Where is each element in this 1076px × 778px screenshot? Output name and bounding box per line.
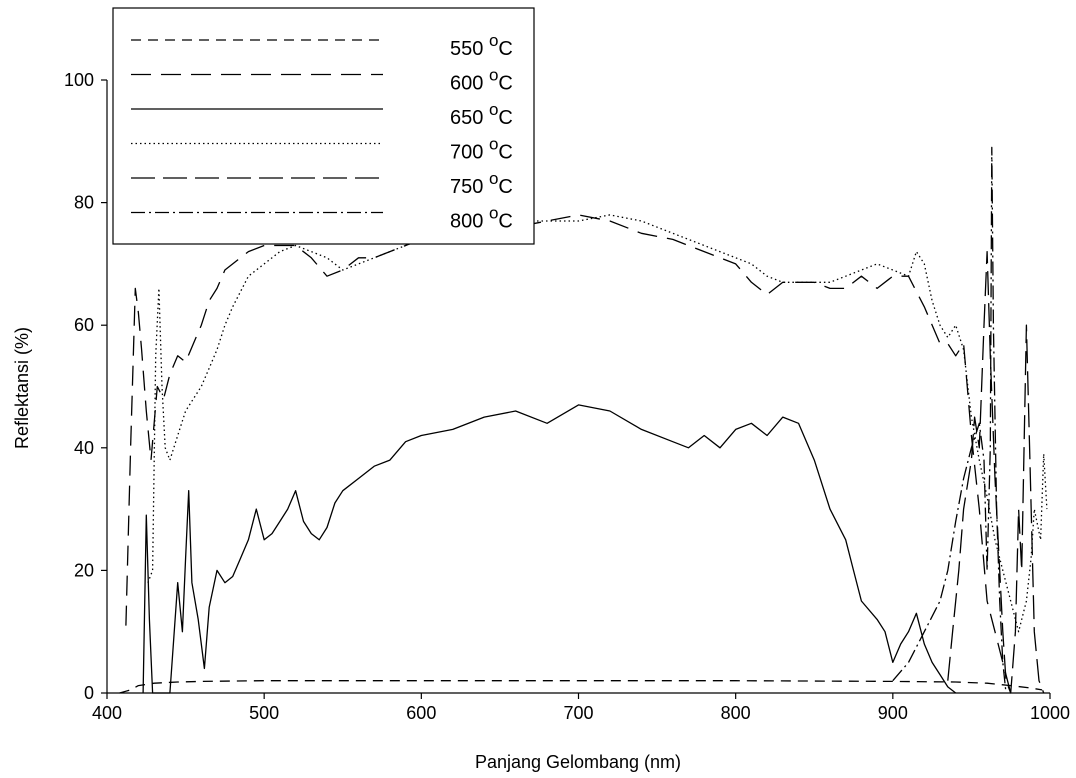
y-tick-label: 20 bbox=[74, 560, 94, 580]
legend-label: 700 oC bbox=[450, 135, 513, 164]
series-line-6 bbox=[892, 146, 1007, 694]
x-tick-label: 600 bbox=[406, 703, 436, 723]
y-tick-label: 40 bbox=[74, 438, 94, 458]
series-line-5 bbox=[947, 250, 1045, 694]
series-line-3 bbox=[142, 404, 957, 694]
legend: 550 oC 600 oC 650 oC 700 oC 750 oC 800 oC bbox=[112, 7, 535, 245]
axes: 400 500 600 700 800 900 1000 0 20 40 60 80 100 bbox=[64, 70, 1070, 723]
y-tick-label: 100 bbox=[64, 70, 94, 90]
legend-label: 650 oC bbox=[450, 100, 513, 129]
series-layer bbox=[119, 146, 1048, 694]
x-tick-label: 1000 bbox=[1030, 703, 1070, 723]
legend-label: 550 oC bbox=[450, 31, 513, 60]
x-tick-label: 400 bbox=[92, 703, 122, 723]
x-tick-label: 900 bbox=[878, 703, 908, 723]
y-tick-label: 80 bbox=[74, 193, 94, 213]
x-axis-label: Panjang Gelombang (nm) bbox=[475, 752, 681, 772]
y-axis-label: Reflektansi (%) bbox=[12, 327, 32, 449]
legend-label: 750 oC bbox=[450, 169, 513, 198]
y-tick-label: 0 bbox=[84, 683, 94, 703]
x-tick-label: 700 bbox=[563, 703, 593, 723]
x-tick-label: 500 bbox=[249, 703, 279, 723]
series-line-4 bbox=[147, 214, 1048, 633]
legend-box bbox=[112, 7, 535, 245]
legend-label: 600 oC bbox=[450, 66, 513, 95]
legend-label: 800 oC bbox=[450, 204, 513, 233]
y-tick-label: 60 bbox=[74, 315, 94, 335]
x-tick-label: 800 bbox=[721, 703, 751, 723]
series-line-1 bbox=[119, 680, 1043, 694]
